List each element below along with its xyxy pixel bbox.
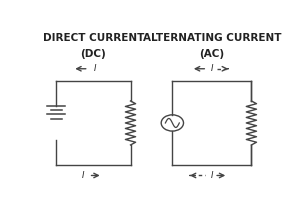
- Text: I: I: [211, 64, 213, 73]
- Text: I: I: [93, 64, 96, 73]
- Text: I: I: [211, 171, 213, 180]
- Text: (DC): (DC): [80, 48, 106, 59]
- Text: ALTERNATING CURRENT: ALTERNATING CURRENT: [142, 33, 281, 43]
- Text: DIRECT CURRENT: DIRECT CURRENT: [43, 33, 144, 43]
- Text: I: I: [82, 171, 84, 180]
- Text: (AC): (AC): [199, 48, 224, 59]
